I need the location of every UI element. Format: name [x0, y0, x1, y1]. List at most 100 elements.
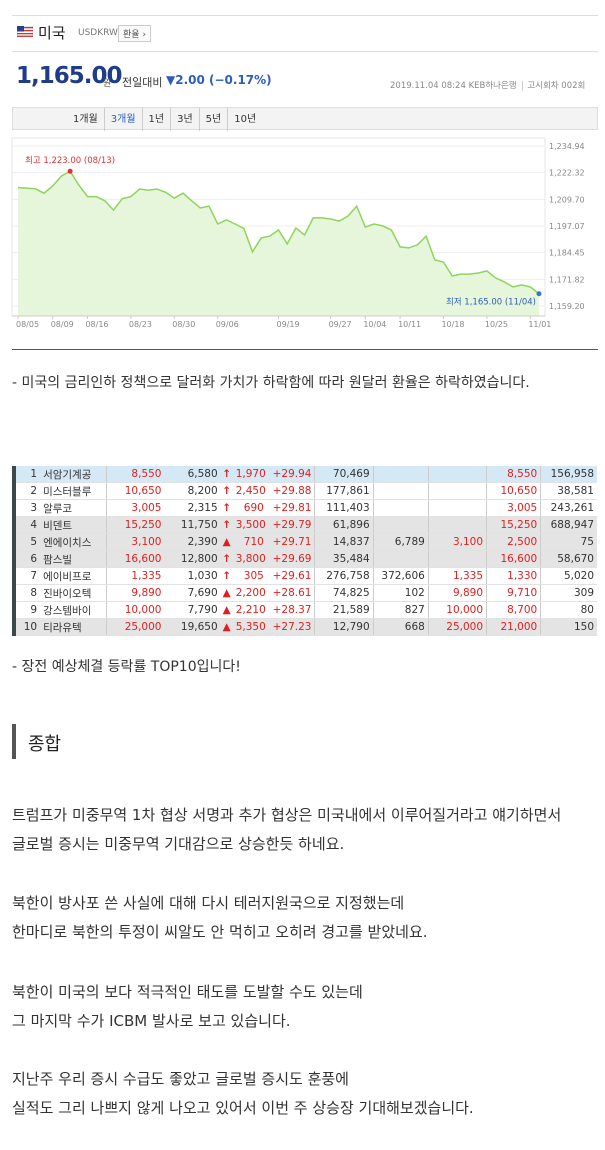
table-cell: 티라유텍 — [40, 618, 107, 636]
table-cell: 14,837 — [314, 533, 374, 551]
code: USDKRW — [78, 28, 118, 38]
period-tab[interactable]: 3년 — [170, 108, 199, 131]
table-cell: 2,315 — [164, 499, 221, 517]
heading-bar — [12, 724, 16, 759]
x-tick-label: 10/04 — [363, 320, 386, 329]
x-tick-label: 10/18 — [441, 320, 464, 329]
table-cell: 8,200 — [164, 482, 221, 500]
x-tick-label: 08/05 — [16, 320, 39, 329]
paragraph-line: 한마디로 북한의 투정이 씨알도 안 먹히고 오히려 경고를 받았네요. — [12, 923, 428, 941]
table-cell: 9,890 — [427, 584, 487, 602]
table-cell: 12,790 — [314, 618, 374, 636]
table-cell: 15,250 — [105, 516, 165, 534]
table-cell: 80 — [540, 601, 597, 619]
table-cell: +29.81 — [266, 499, 315, 517]
table-cell — [372, 550, 429, 568]
table-cell: +28.37 — [266, 601, 315, 619]
table-cell: 3 — [14, 499, 41, 517]
table-cell: 25,000 — [105, 618, 165, 636]
table-cell: 2,390 — [164, 533, 221, 551]
table-cell: 2,450 — [232, 482, 267, 500]
table-row: 5 엔에이치스 3,100 2,390 ▲ 710 +29.71 14,837 6,789 3,1… — [14, 533, 597, 551]
y-tick-label: 1,171.82 — [549, 275, 585, 284]
min-label: 최저 1,165.00 (11/04) — [446, 297, 536, 308]
period-tab[interactable]: 10년 — [227, 108, 262, 131]
table-cell: 3,100 — [105, 533, 165, 551]
table-cell: +28.61 — [266, 584, 315, 602]
table-cell: +29.69 — [266, 550, 315, 568]
y-tick-label: 1,184.45 — [549, 249, 585, 258]
table-cell: 15,250 — [486, 516, 541, 534]
paragraph: 북한이 미국의 보다 적극적인 태도를 도발할 수도 있는데 그 마지막 수가 I… — [12, 978, 363, 1036]
table-cell: 25,000 — [427, 618, 487, 636]
x-tick-label: 09/19 — [277, 320, 300, 329]
period-tab[interactable]: 1개월 — [73, 114, 98, 125]
table-cell: 3,800 — [232, 550, 267, 568]
table-cell: 10,650 — [486, 482, 541, 500]
table-cell: 21,589 — [314, 601, 374, 619]
y-tick-label: 1,209.70 — [549, 195, 585, 204]
unit: 원 — [103, 79, 112, 89]
max-marker — [67, 168, 73, 174]
table-cell: +29.61 — [266, 567, 315, 585]
header-divider — [12, 51, 598, 52]
table-cell — [427, 516, 487, 534]
table-cell: 3,005 — [105, 499, 165, 517]
table-cell: 2,500 — [486, 533, 541, 551]
table-cell: 6,789 — [372, 533, 429, 551]
change: ▼2.00 (−0.17%) — [166, 73, 272, 87]
paragraph-line: 그 마지막 수가 ICBM 발사로 보고 있습니다. — [12, 1012, 291, 1030]
min-marker — [536, 291, 542, 297]
table-cell: 1,330 — [486, 567, 541, 585]
table-cell: 미스터블루 — [40, 482, 107, 500]
table-row: 9 강스템바이 10,000 7,790 ▲ 2,210 +28.37 21,589 827 10… — [14, 601, 597, 619]
table-cell — [372, 482, 429, 500]
table-row: 7 에이비프로 1,335 1,030 ↑ 305 +29.61 276,758 372,606… — [14, 567, 597, 585]
table-cell: 111,403 — [314, 499, 374, 517]
table-cell: ↑ — [220, 466, 233, 483]
table-cell: 3,005 — [486, 499, 541, 517]
paragraph: 북한이 방사포 쓴 사실에 대해 다시 테러지원국으로 지정했는데 한마디로 북한… — [12, 889, 428, 947]
table-cell: 8,700 — [486, 601, 541, 619]
table-cell: 690 — [232, 499, 267, 517]
rate-button[interactable]: 환율 › — [118, 25, 152, 42]
table-row: 6 팜스빌 16,600 12,800 ↑ 3,800 +29.69 35,484 16,600… — [14, 550, 597, 568]
table-cell: 9 — [14, 601, 41, 619]
table-cell: 827 — [372, 601, 429, 619]
table-cell: 12,800 — [164, 550, 221, 568]
table-cell: 1,335 — [105, 567, 165, 585]
table-cell: 9,890 — [105, 584, 165, 602]
table-cell: 38,581 — [540, 482, 597, 500]
table-cell: 강스템바이 — [40, 601, 107, 619]
table-cell: 1,030 — [164, 567, 221, 585]
table-cell: 진바이오텍 — [40, 584, 107, 602]
x-tick-label: 08/16 — [85, 320, 108, 329]
table-row: 1 서암기계공 8,550 6,580 ↑ 1,970 +29.94 70,469 8,550 1… — [14, 466, 597, 483]
paragraph: 트럼프가 미중무역 1차 협상 서명과 추가 협상은 미국내에서 이루어질거라고… — [12, 801, 561, 859]
table-cell: ↑ — [220, 567, 233, 585]
table-cell: 177,861 — [314, 482, 374, 500]
rate-line — [17, 170, 540, 295]
table-cell: 에이비프로 — [40, 567, 107, 585]
table-cell: ▲ — [220, 601, 233, 619]
table-cell: 688,947 — [540, 516, 597, 534]
paragraph-line: 글로벌 증시는 미중무역 기대감으로 상승한듯 하네요. — [12, 835, 345, 853]
table-cell: 70,469 — [314, 466, 374, 483]
table-cell: ↑ — [220, 482, 233, 500]
table-cell: ↑ — [220, 516, 233, 534]
table-cell: 16,600 — [486, 550, 541, 568]
table-cell: 710 — [232, 533, 267, 551]
table-cell: 243,261 — [540, 499, 597, 517]
table-cell: 8,550 — [105, 466, 165, 483]
country: 미국 — [38, 24, 66, 42]
y-tick-label: 1,159.20 — [549, 302, 585, 311]
period-tab[interactable]: 1년 — [141, 108, 171, 131]
table-cell: +29.88 — [266, 482, 315, 500]
timestamp: 2019.11.04 08:24 KEB하나은행 — [390, 81, 517, 91]
paragraph-line: 트럼프가 미중무역 1차 협상 서명과 추가 협상은 미국내에서 이루어질거라고… — [12, 806, 562, 824]
period-tab[interactable]: 3개월 — [103, 108, 142, 131]
table-cell: ↑ — [220, 550, 233, 568]
period-tab[interactable]: 5년 — [198, 108, 228, 131]
table-cell: 7 — [14, 567, 41, 585]
